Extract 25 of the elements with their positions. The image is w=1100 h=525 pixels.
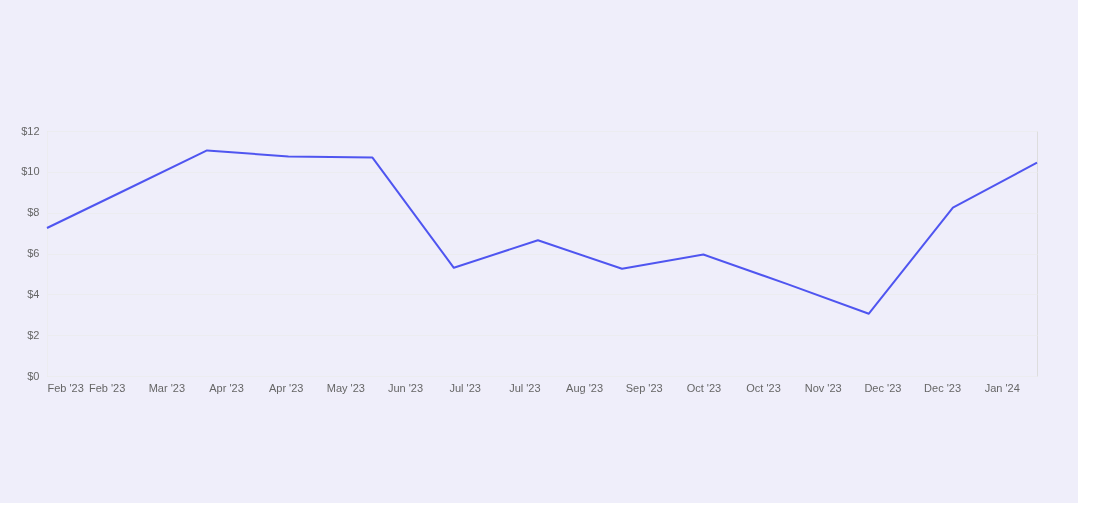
y-tick-label: $2 xyxy=(27,328,40,341)
y-tick-label: $10 xyxy=(21,165,40,178)
x-tick-label: Jun '23 xyxy=(387,381,424,394)
line-series xyxy=(46,149,1038,315)
x-tick-label: Oct '23 xyxy=(686,381,722,394)
x-tick-label: Jan '24 xyxy=(984,381,1020,394)
y-tick-label: $6 xyxy=(27,247,40,259)
x-tick-label: Mar '23 xyxy=(148,381,186,394)
x-tick-label: Dec '23 xyxy=(864,381,902,394)
x-tick-label: Apr '23 xyxy=(209,381,244,394)
y-tick-label: $12 xyxy=(21,124,40,137)
x-tick-label: Feb '23 xyxy=(88,381,126,394)
x-tick-label: Aug '23 xyxy=(566,381,604,394)
x-tick-label: Apr '23 xyxy=(268,381,304,394)
x-tick-label: May '23 xyxy=(326,381,365,394)
x-tick-label: Oct '23 xyxy=(746,381,781,394)
x-tick-label: Jul '23 xyxy=(509,381,541,394)
y-tick-label: $8 xyxy=(27,206,40,219)
x-tick-label: Feb '23 xyxy=(47,381,84,394)
x-tick-label: Nov '23 xyxy=(804,381,842,394)
y-tick-label: $4 xyxy=(27,287,40,300)
x-tick-label: Jul '23 xyxy=(449,381,481,394)
x-tick-label: Dec '23 xyxy=(924,381,962,394)
y-tick-label: $0 xyxy=(27,369,40,382)
x-tick-label: Sep '23 xyxy=(625,381,663,394)
